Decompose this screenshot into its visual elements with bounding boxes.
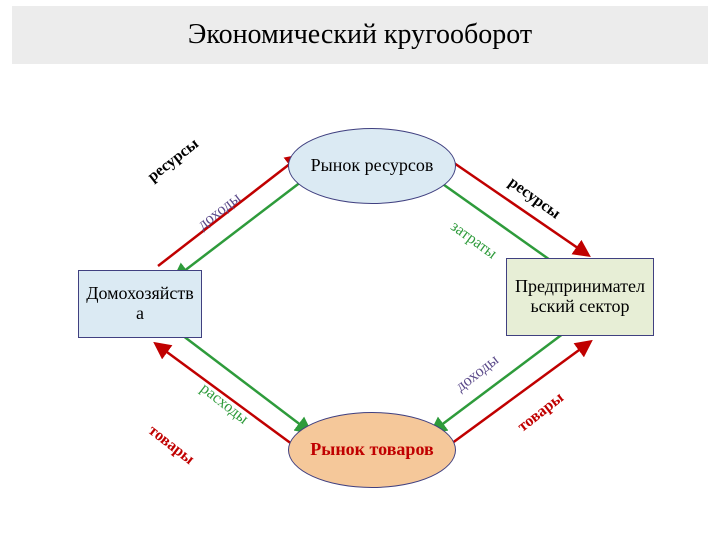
flow-label-resources_right: ресурсы — [505, 174, 564, 224]
node-label: Домохозяйства — [79, 284, 201, 324]
flow-label-costs_right: затраты — [447, 218, 500, 263]
flow-label-income_right: доходы — [452, 351, 502, 396]
arrow-rm_to_hh_inner — [175, 175, 310, 278]
node-firms: Предпринимательский сектор — [506, 258, 654, 336]
flow-label-goods_right: товары — [514, 389, 567, 436]
node-label: Рынок ресурсов — [305, 156, 440, 176]
flow-label-expenses_left: расходы — [196, 380, 251, 429]
node-goods-market: Рынок товаров — [288, 412, 456, 488]
page-title: Экономический кругооборот — [188, 19, 532, 51]
flow-label-resources_left: ресурсы — [144, 135, 202, 186]
arrow-gm_to_f_outer — [440, 342, 590, 452]
node-households: Домохозяйства — [78, 270, 202, 338]
title-bar: Экономический кругооборот — [12, 6, 708, 64]
flow-label-income_left: доходы — [194, 189, 244, 234]
node-label: Рынок товаров — [304, 440, 439, 460]
node-label: Предпринимательский сектор — [507, 277, 653, 317]
flow-label-goods_left: товары — [144, 422, 197, 469]
node-resource-market: Рынок ресурсов — [288, 128, 456, 204]
